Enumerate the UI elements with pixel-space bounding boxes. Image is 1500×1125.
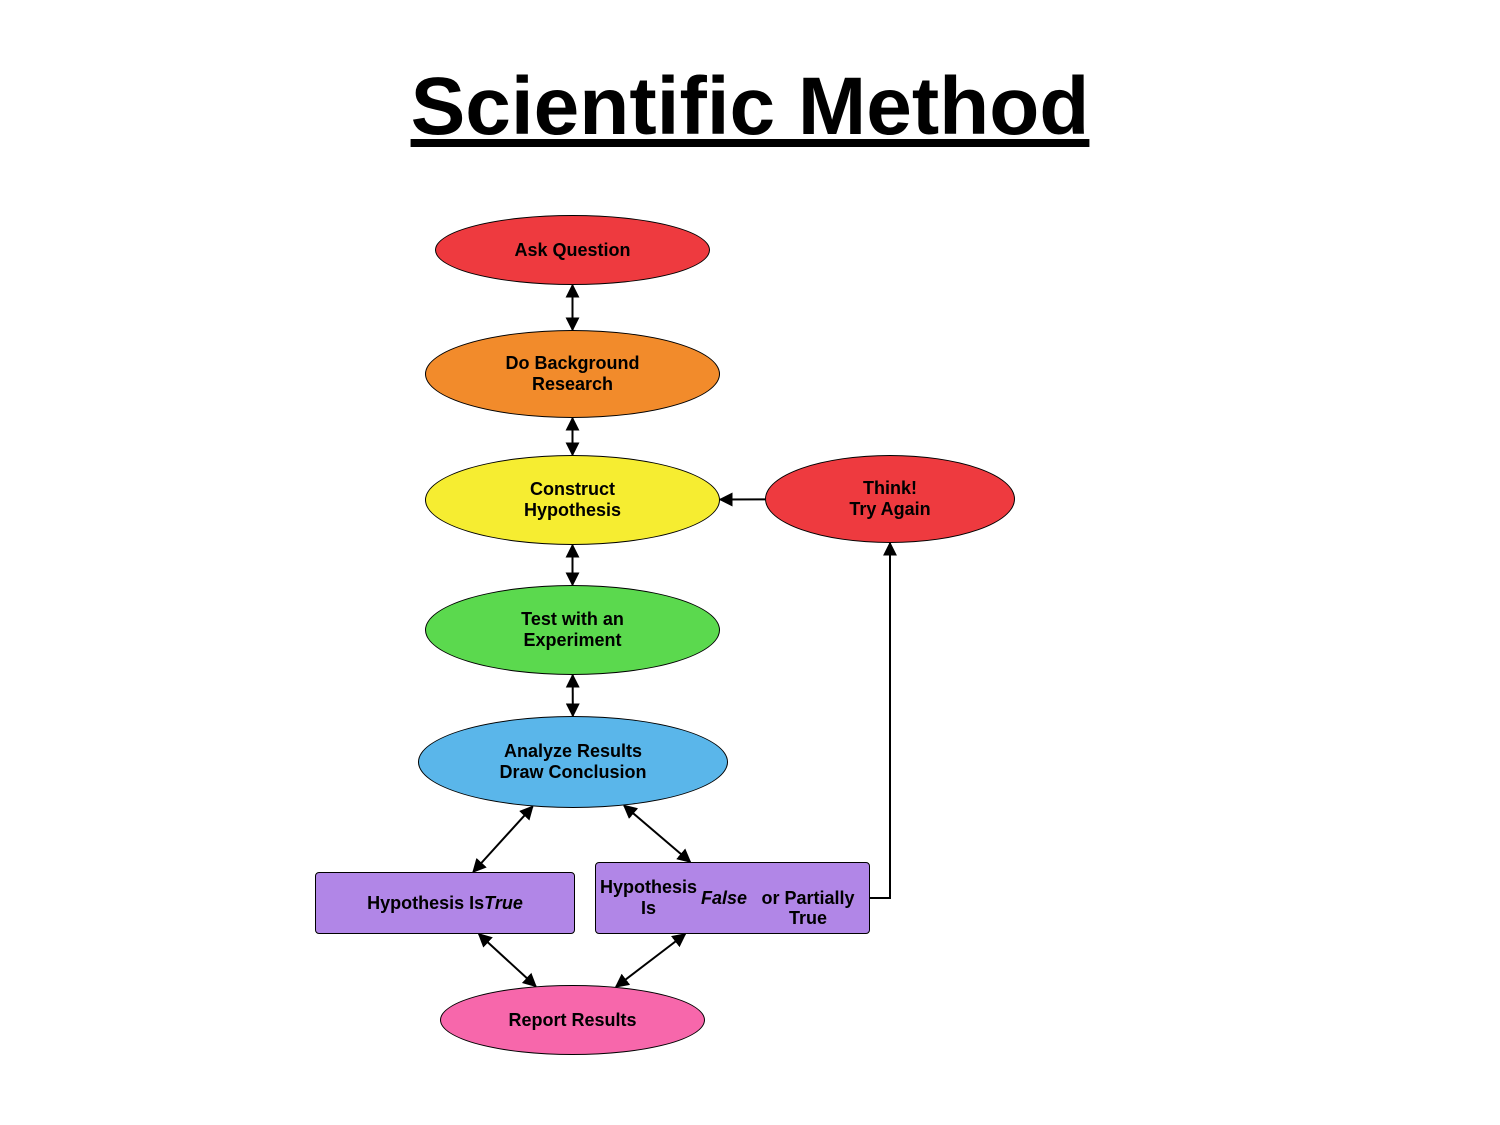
node-false: Hypothesis Is Falseor Partially True — [595, 862, 870, 934]
node-think: Think!Try Again — [765, 455, 1015, 543]
connector — [473, 806, 533, 872]
connector — [616, 934, 685, 987]
node-ask: Ask Question — [435, 215, 710, 285]
flowchart-diagram: Ask Question Do BackgroundResearch Constru… — [0, 0, 1500, 1125]
connectors-layer — [0, 0, 1500, 1125]
connector — [624, 805, 690, 862]
node-research: Do BackgroundResearch — [425, 330, 720, 418]
node-hypothesis: ConstructHypothesis — [425, 455, 720, 545]
connector — [870, 543, 890, 898]
connector — [479, 934, 536, 986]
node-test: Test with anExperiment — [425, 585, 720, 675]
node-true: Hypothesis Is True — [315, 872, 575, 934]
node-analyze: Analyze ResultsDraw Conclusion — [418, 716, 728, 808]
node-report: Report Results — [440, 985, 705, 1055]
